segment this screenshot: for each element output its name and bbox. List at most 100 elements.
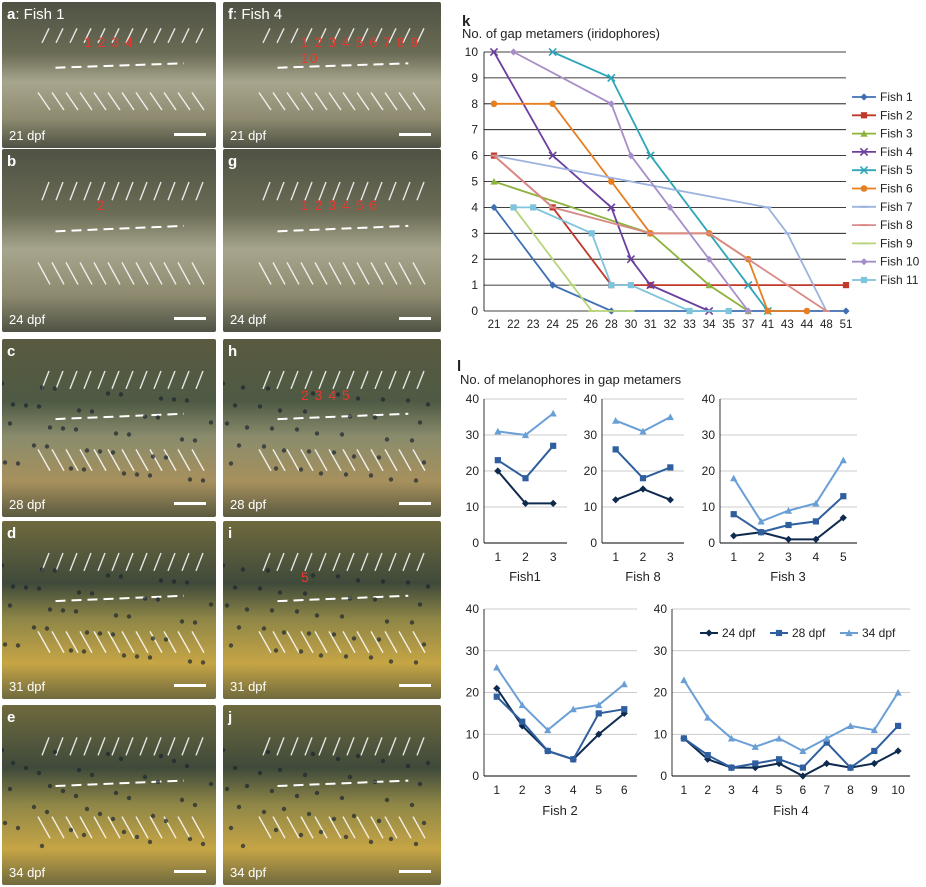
chart-k-point <box>842 282 850 289</box>
chart-l-point <box>751 764 759 772</box>
fish-photo-d <box>2 521 216 699</box>
chart-k-xtick: 34 <box>703 319 716 331</box>
chart-l-point <box>521 431 530 439</box>
chart-l-point <box>680 676 688 684</box>
photo-panel-h: h 2 3 4 5 28 dpf <box>223 339 441 517</box>
chart-k-xtick: 41 <box>761 319 774 331</box>
chart-k-legend-label: Fish 9 <box>880 236 913 250</box>
chart-k-legend-label: Fish 6 <box>880 182 913 196</box>
scale-bar-g <box>399 317 431 320</box>
chart-l-ytick: 20 <box>466 686 480 700</box>
chart-l-xtick: 3 <box>544 783 551 797</box>
chart-l-point <box>621 706 628 713</box>
chart-l-point <box>730 511 737 518</box>
chart-l-xtick: 9 <box>871 783 878 797</box>
chart-l-ytick: 10 <box>466 500 480 514</box>
chart-l-point <box>680 735 687 742</box>
chart-k-legend-label: Fish 1 <box>880 90 913 104</box>
scale-bar-d <box>174 684 206 687</box>
chart-k-xtick: 48 <box>820 319 833 331</box>
panel-label-l: l <box>457 358 461 375</box>
chart-l-point <box>812 518 819 525</box>
stage-label-i: 31 dpf <box>230 679 267 694</box>
chart-k-legend-marker <box>860 185 868 192</box>
chart-k-point <box>588 230 595 237</box>
chart-l-point <box>549 409 557 417</box>
chart-l-xtick: 3 <box>728 783 735 797</box>
chart-l-point <box>569 705 577 713</box>
panel-label-g: g <box>228 153 238 170</box>
chart-l-point <box>595 730 603 738</box>
chart-k-series-line <box>493 51 710 312</box>
metamer-numbers-f: 1 2 3 4 5 6 7 8 9 10 <box>301 34 420 66</box>
scale-bar-i <box>399 684 431 687</box>
chart-l-point <box>595 701 603 709</box>
chart-k-series-line <box>512 206 631 312</box>
chart-l-xtick: 1 <box>730 550 737 564</box>
chart-l-xtick: 3 <box>550 550 557 564</box>
chart-l-point <box>728 764 735 771</box>
stage-label-c: 28 dpf <box>9 497 46 512</box>
chart-k-point <box>607 100 615 108</box>
chart-k-point <box>822 310 831 312</box>
chart-l-point <box>522 475 529 482</box>
chart-l-point <box>519 718 526 725</box>
chart-k-point <box>783 232 791 235</box>
chart-k-xtick: 30 <box>624 319 637 331</box>
chart-k-xtick: 43 <box>781 319 794 331</box>
chart-k-legend-label: Fish 11 <box>880 273 919 287</box>
metamer-numbers-a: 1 2 3 4 <box>84 34 134 50</box>
chart-k-xtick: 33 <box>683 319 696 331</box>
chart-l-xtick: 5 <box>840 550 847 564</box>
chart-l-point <box>549 499 557 507</box>
chart-l-ytick: 40 <box>466 602 480 616</box>
chart-l-ytick: 0 <box>660 769 667 783</box>
chart-l-point <box>823 734 831 742</box>
chart-l-point <box>757 517 765 525</box>
chart-l-point <box>870 726 878 734</box>
chart-l-legend-marker <box>705 629 713 637</box>
chart-k-legend-label: Fish 2 <box>880 108 913 122</box>
chart-l-legend-label: 34 dpf <box>862 626 896 640</box>
chart-l-xtick: 6 <box>800 783 807 797</box>
chart-l-point <box>494 467 502 475</box>
panel-label-e: e <box>7 709 16 726</box>
chart-l-point <box>840 493 847 500</box>
scale-bar-c <box>174 502 206 505</box>
chart-l-point <box>704 713 712 721</box>
fish-photo-j <box>223 705 441 885</box>
chart-k-xtick: 23 <box>527 319 540 331</box>
chart-k-legend-marker <box>860 130 868 137</box>
chart-k-xtick: 31 <box>644 319 657 331</box>
chart-l-point <box>544 726 552 734</box>
chart-k-point <box>627 310 635 312</box>
chart-l-point <box>727 734 736 742</box>
chart-k-point <box>646 232 655 235</box>
chart-l-ytick: 0 <box>590 536 597 550</box>
chart-l-xtick: 1 <box>494 550 501 564</box>
scale-bar-j <box>399 870 431 873</box>
chart-k-point <box>489 47 499 57</box>
metamer-numbers-g: 1 2 3 4 5 6 <box>301 197 379 213</box>
chart-k-point <box>490 203 498 211</box>
chart-l-series-line <box>497 445 554 480</box>
chart-k-point <box>490 100 498 108</box>
chart-k-point <box>588 310 596 312</box>
chart-l-xtick: 6 <box>621 783 628 797</box>
chart-k-xtick: 21 <box>488 319 501 331</box>
panel-label-d: d <box>7 525 17 542</box>
stage-label-g: 24 dpf <box>230 312 267 327</box>
scale-bar-a <box>174 133 206 136</box>
chart-l-subplot-label: Fish 3 <box>770 569 805 584</box>
photo-panel-f: f: Fish 4 1 2 3 4 5 6 7 8 9 10 21 dpf <box>223 2 441 148</box>
chart-k-legend-marker <box>859 166 869 175</box>
chart-k-ytick: 7 <box>471 123 478 137</box>
chart-k-point <box>744 280 753 290</box>
chart-k-legend-marker <box>860 276 868 284</box>
chart-k-xtick: 32 <box>664 319 677 331</box>
chart-l-xtick: 1 <box>681 783 688 797</box>
chart-l-series-line <box>683 725 899 769</box>
chart-k-point <box>548 151 557 160</box>
chart-k-legend-marker <box>860 112 868 119</box>
chart-l-xtick: 2 <box>758 550 765 564</box>
